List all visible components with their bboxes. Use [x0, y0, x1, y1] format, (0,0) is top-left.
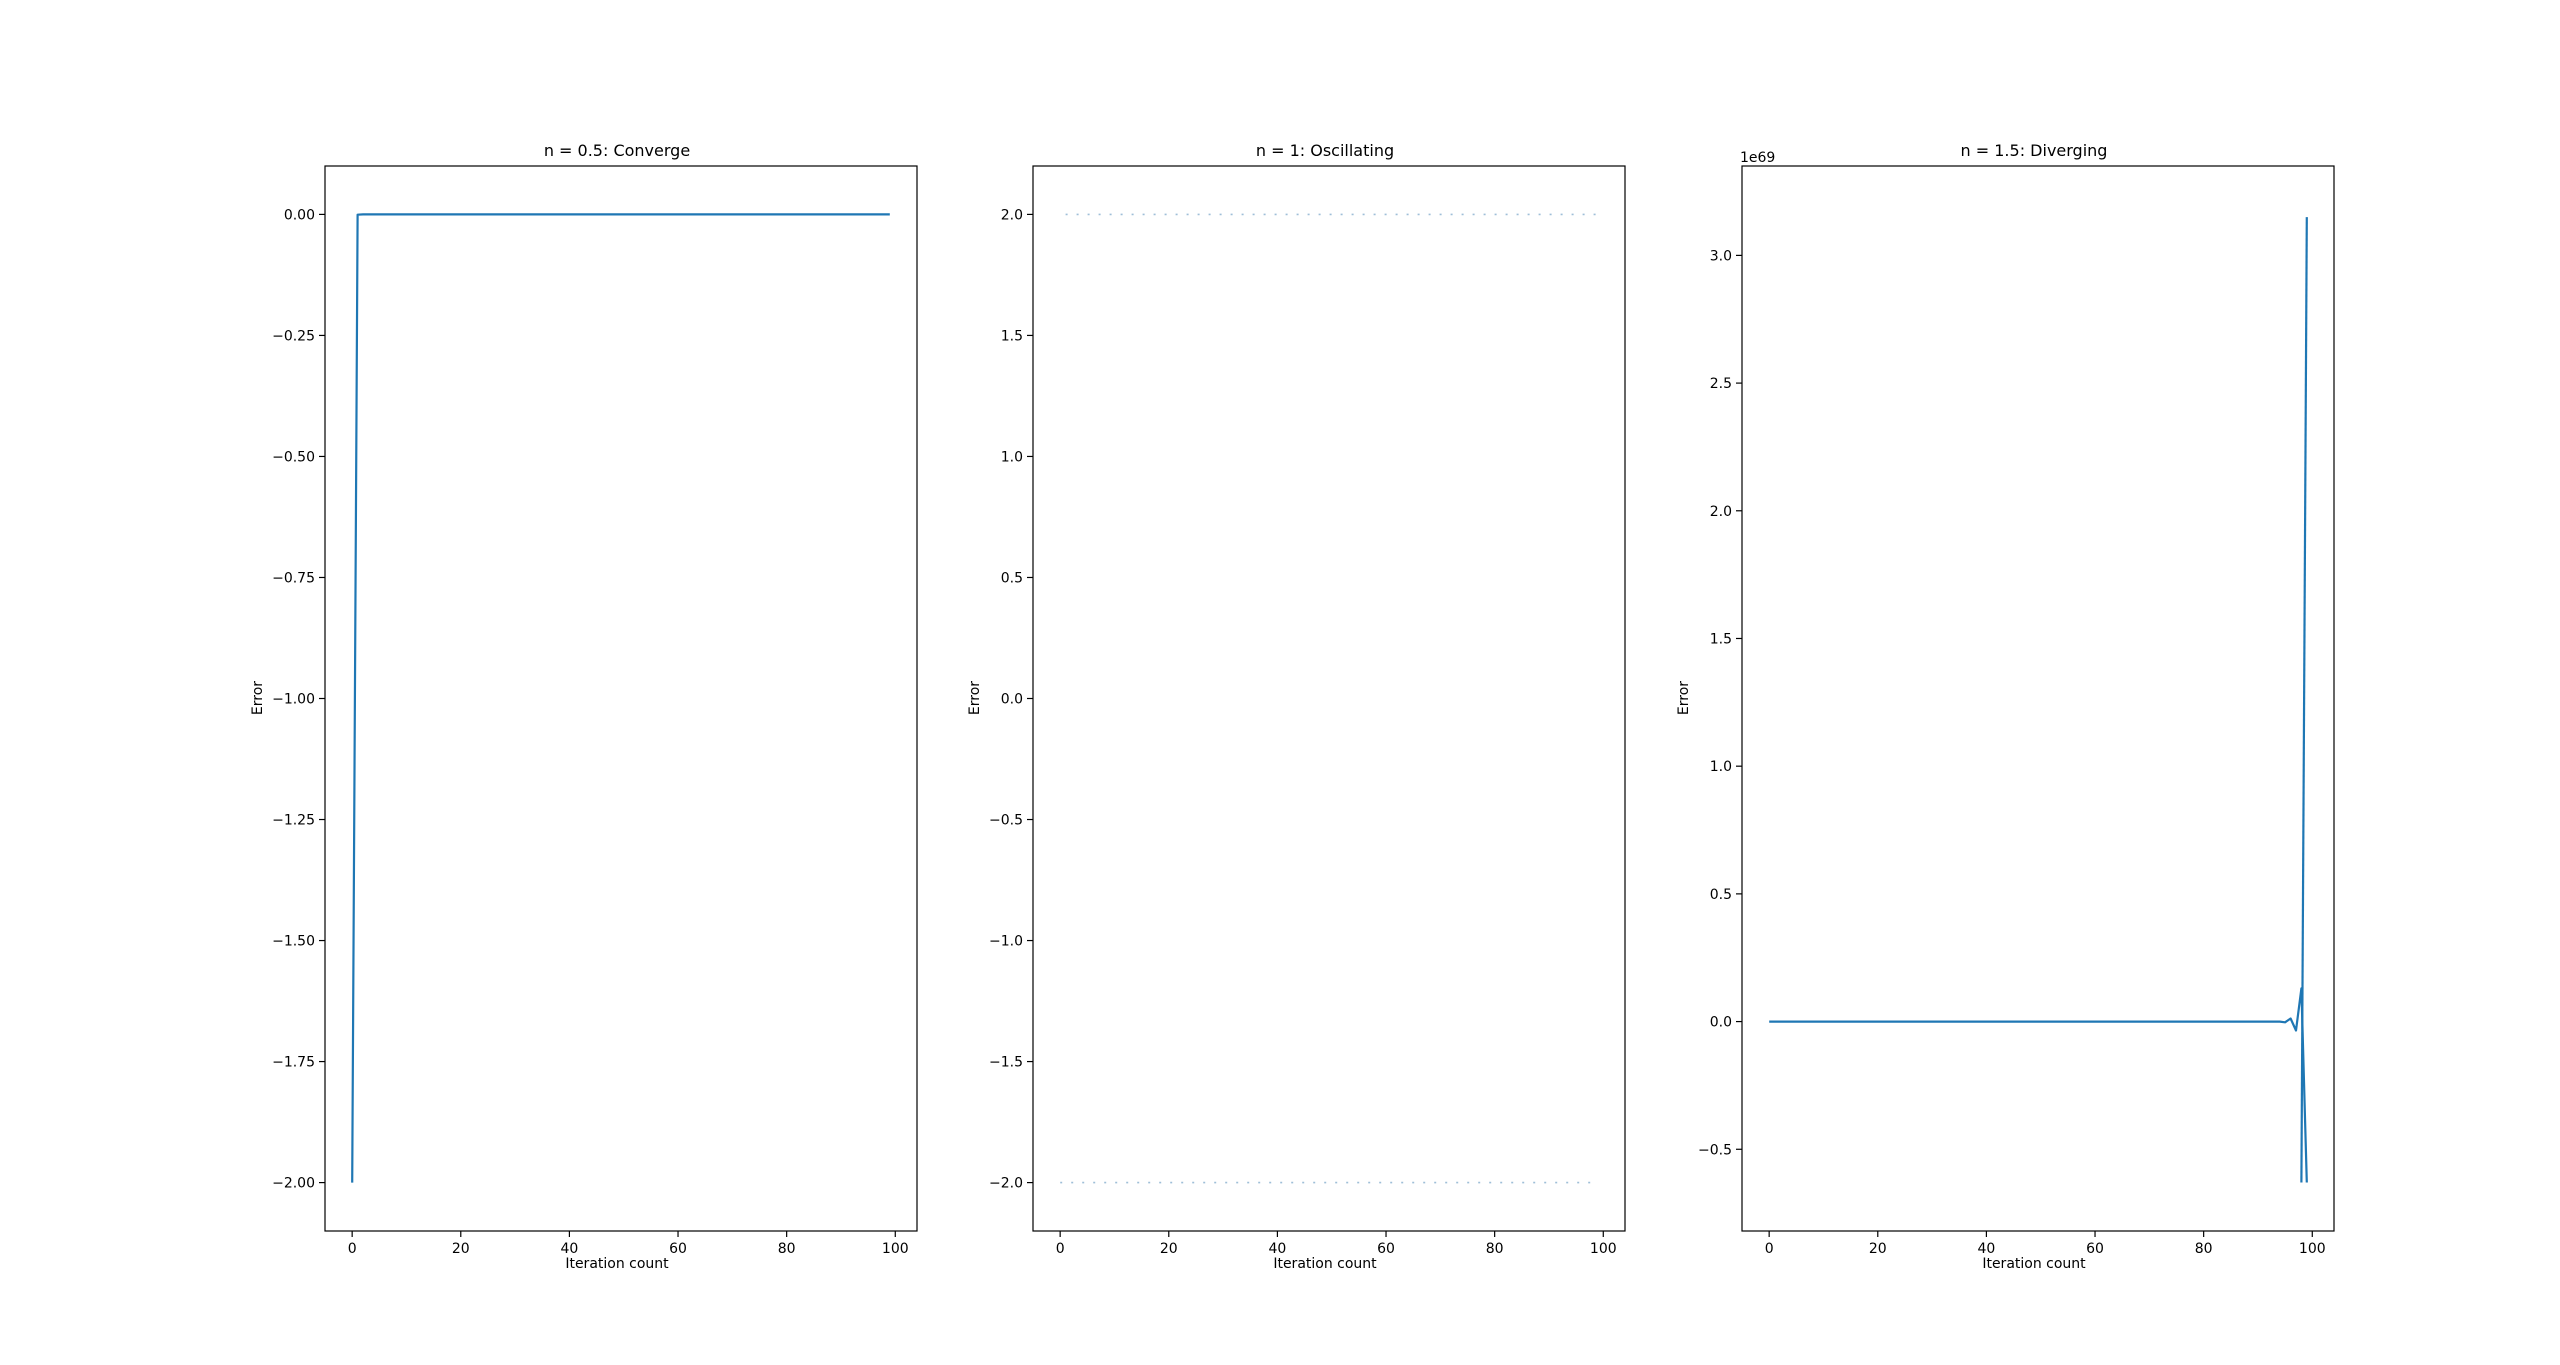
x-tick-label: 80	[778, 1241, 796, 1257]
x-axis-label: Iteration count	[565, 1256, 669, 1272]
y-tick-label: −1.0	[989, 934, 1023, 950]
y-tick-label: −1.75	[272, 1055, 315, 1071]
x-tick-label: 100	[2299, 1241, 2326, 1257]
y-tick-label: −1.5	[989, 1055, 1023, 1071]
subplot-diverging: n = 1.5: Diverging Iteration count Error…	[1676, 141, 2335, 1272]
x-tick-label: 20	[1160, 1241, 1178, 1257]
x-tick-label: 40	[1268, 1241, 1286, 1257]
x-tick-label: 0	[348, 1241, 357, 1257]
series-line	[2300, 217, 2308, 1183]
y-tick-label: −0.25	[272, 328, 315, 344]
y-tick-label: 3.0	[1710, 248, 1732, 264]
x-tick-label: 20	[452, 1241, 470, 1257]
y-axis-label: Error	[1676, 681, 1692, 715]
y-axis-label: Error	[967, 681, 983, 715]
y-tick-label: 0.5	[1710, 887, 1732, 903]
y-tick-label: −0.5	[1698, 1142, 1732, 1158]
y-tick-label: 1.0	[1001, 449, 1023, 465]
x-tick-label: 100	[882, 1241, 909, 1257]
y-tick-label: −0.5	[989, 813, 1023, 829]
y-axis-label: Error	[250, 681, 266, 715]
y-tick-label: −1.25	[272, 813, 315, 829]
x-tick-label: 40	[1977, 1241, 1995, 1257]
y-tick-label: 0.0	[1001, 692, 1023, 708]
x-tick-label: 60	[1377, 1241, 1395, 1257]
y-tick-label: 1.5	[1710, 631, 1732, 647]
subplot-oscillating: n = 1: Oscillating Iteration count Error…	[967, 141, 1626, 1272]
y-tick-label: 1.0	[1710, 759, 1732, 775]
y-tick-label: −2.0	[989, 1176, 1023, 1192]
y-tick-label: −0.75	[272, 570, 315, 586]
x-tick-label: 80	[1486, 1241, 1504, 1257]
x-tick-label: 0	[1056, 1241, 1065, 1257]
y-tick-label: 2.0	[1710, 504, 1732, 520]
subplot-title: n = 0.5: Converge	[544, 141, 690, 160]
plot-frame	[1741, 165, 2335, 1232]
x-tick-label: 60	[669, 1241, 687, 1257]
subplot-converge: n = 0.5: Converge Iteration count Error …	[250, 141, 918, 1272]
y-tick-label: 0.00	[284, 207, 315, 223]
x-axis-label: Iteration count	[1982, 1256, 2086, 1272]
y-tick-label: 2.5	[1710, 376, 1732, 392]
y-axis-offset-label: 1e69	[1740, 150, 1775, 166]
y-tick-label: 0.0	[1710, 1015, 1732, 1031]
subplot-title: n = 1.5: Diverging	[1961, 141, 2108, 160]
subplot-title: n = 1: Oscillating	[1256, 141, 1394, 160]
x-tick-label: 80	[2195, 1241, 2213, 1257]
y-tick-label: 2.0	[1001, 207, 1023, 223]
y-tick-label: −1.00	[272, 692, 315, 708]
y-tick-label: 0.5	[1001, 570, 1023, 586]
x-tick-label: 100	[1590, 1241, 1617, 1257]
x-axis-label: Iteration count	[1273, 1256, 1377, 1272]
y-tick-label: −1.50	[272, 934, 315, 950]
x-tick-label: 0	[1765, 1241, 1774, 1257]
x-tick-label: 20	[1869, 1241, 1887, 1257]
x-tick-label: 40	[560, 1241, 578, 1257]
y-tick-label: 1.5	[1001, 328, 1023, 344]
y-tick-label: −0.50	[272, 449, 315, 465]
y-tick-label: −2.00	[272, 1176, 315, 1192]
x-tick-label: 60	[2086, 1241, 2104, 1257]
series-line	[351, 213, 890, 1183]
